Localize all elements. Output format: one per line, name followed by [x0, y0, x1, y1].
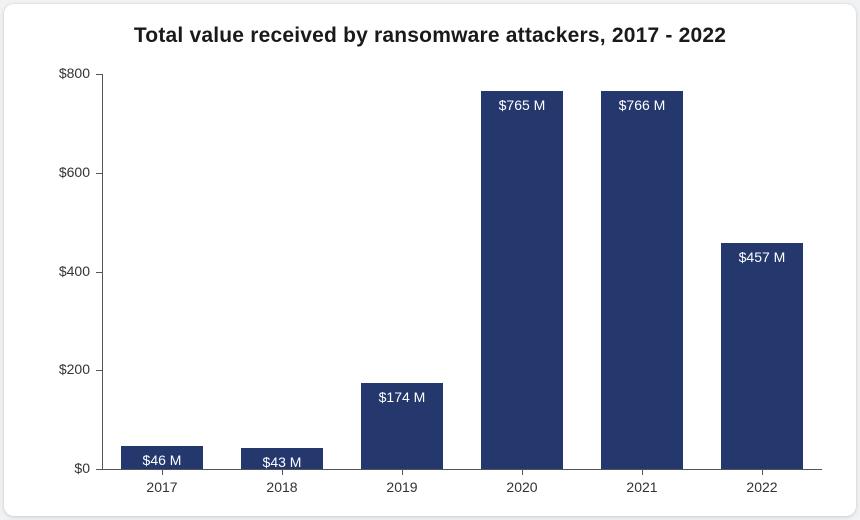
x-tick-mark	[642, 469, 643, 475]
bar	[481, 91, 563, 469]
y-tick-mark	[96, 173, 102, 174]
y-tick-mark	[96, 272, 102, 273]
bar	[601, 91, 683, 469]
x-tick-label: 2021	[626, 479, 657, 495]
y-tick-mark	[96, 74, 102, 75]
plot-area: $0$200$400$600$8002017$46 M2018$43 M2019…	[102, 74, 822, 469]
bar-value-label: $765 M	[499, 97, 546, 113]
bar-value-label: $43 M	[263, 454, 302, 470]
x-tick-label: 2020	[506, 479, 537, 495]
y-axis	[102, 74, 103, 469]
y-tick-label: $400	[30, 263, 90, 279]
chart-card: Total value received by ransomware attac…	[4, 4, 856, 516]
y-tick-label: $600	[30, 164, 90, 180]
bar-value-label: $457 M	[739, 249, 786, 265]
y-tick-mark	[96, 469, 102, 470]
bar	[721, 243, 803, 469]
bar-value-label: $766 M	[619, 97, 666, 113]
y-tick-label: $200	[30, 361, 90, 377]
y-tick-label: $800	[30, 65, 90, 81]
chart-title: Total value received by ransomware attac…	[4, 24, 856, 48]
x-tick-mark	[282, 469, 283, 475]
x-tick-mark	[402, 469, 403, 475]
x-tick-label: 2018	[266, 479, 297, 495]
bar-value-label: $46 M	[143, 452, 182, 468]
x-tick-mark	[162, 469, 163, 475]
y-tick-label: $0	[30, 460, 90, 476]
x-tick-mark	[762, 469, 763, 475]
x-tick-label: 2022	[746, 479, 777, 495]
y-tick-mark	[96, 370, 102, 371]
x-tick-mark	[522, 469, 523, 475]
x-tick-label: 2017	[146, 479, 177, 495]
x-tick-label: 2019	[386, 479, 417, 495]
bar-value-label: $174 M	[379, 389, 426, 405]
x-axis	[102, 469, 822, 470]
